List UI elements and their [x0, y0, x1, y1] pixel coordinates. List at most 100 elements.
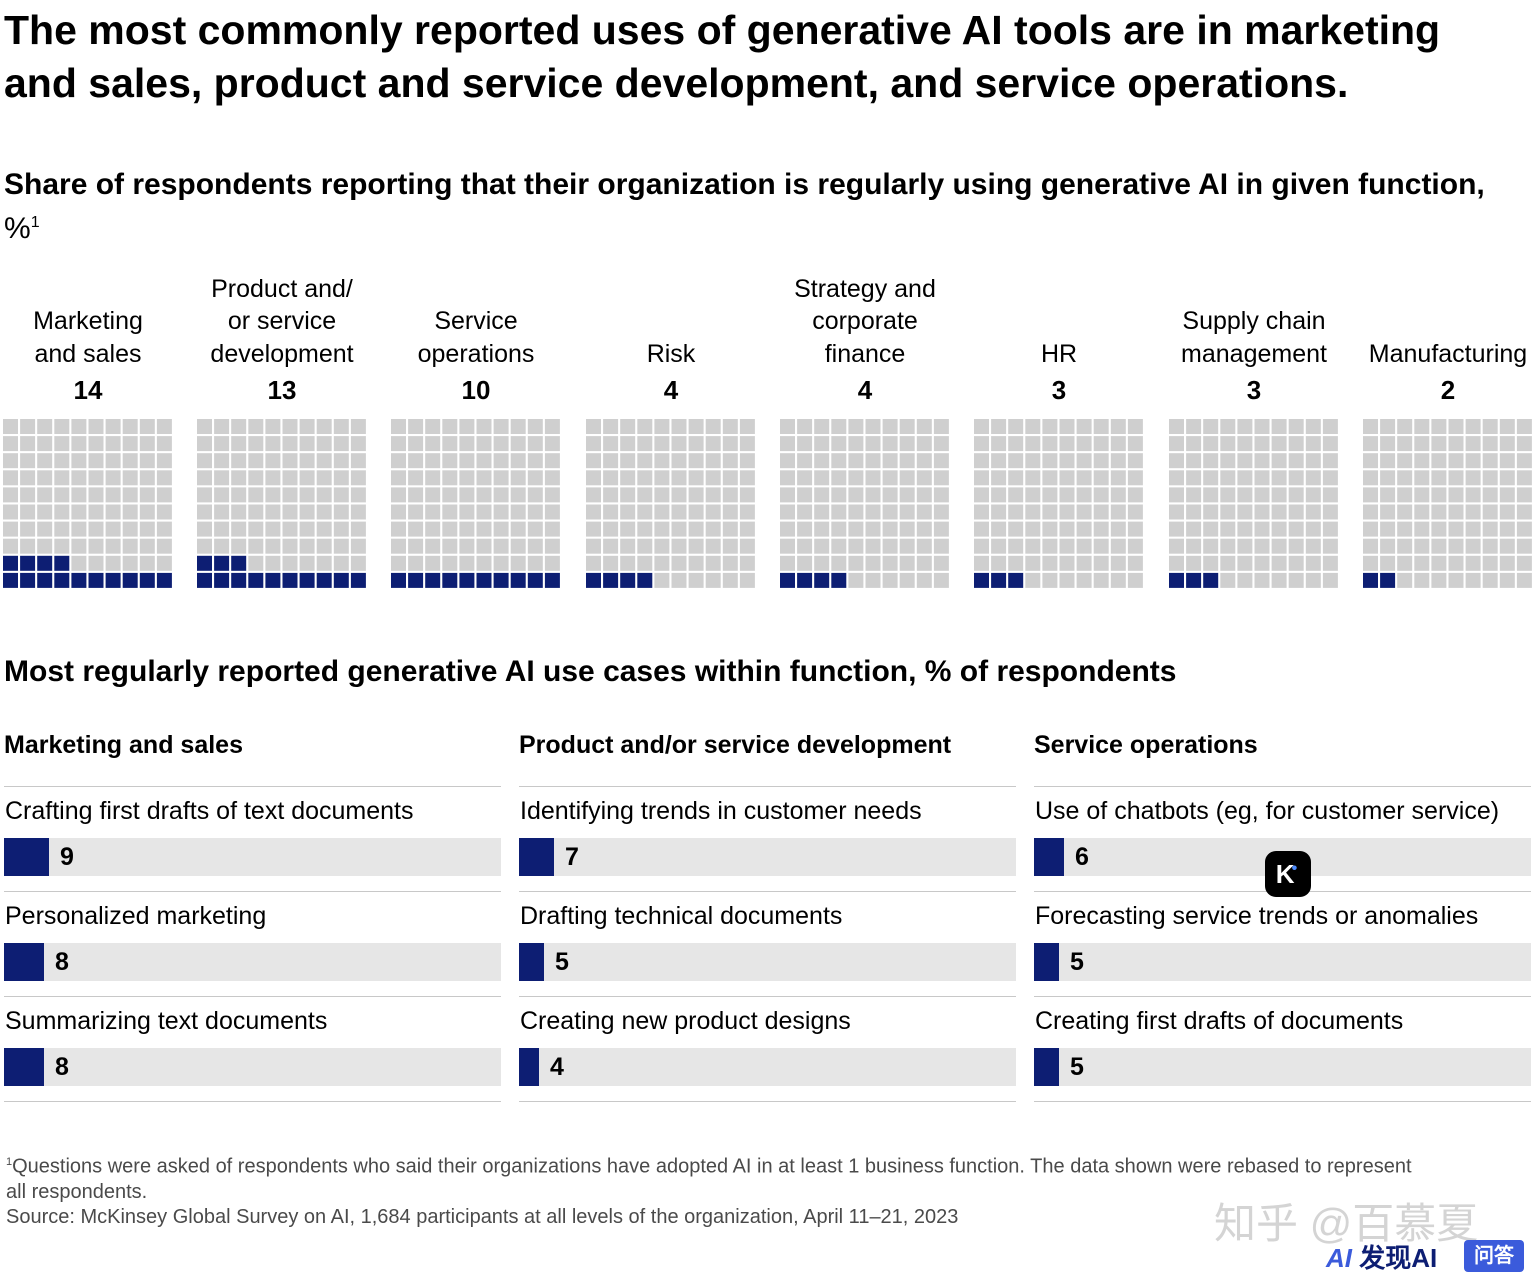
waffle-cell-empty [1271, 419, 1287, 434]
waffle-cell-empty [1220, 487, 1236, 503]
waffle-cell-empty [1220, 555, 1236, 571]
waffle-cell-empty [265, 436, 281, 452]
waffle-cell-empty [139, 521, 155, 537]
waffle-cell-empty [105, 436, 121, 452]
waffle-cell-empty [1025, 555, 1041, 571]
waffle-cell-empty [231, 419, 247, 434]
waffle-cell-empty [991, 453, 1007, 469]
waffle-cell-empty [282, 436, 298, 452]
use-case-column-title: Marketing and sales [4, 728, 501, 787]
waffle-cell-empty [1288, 487, 1304, 503]
function-label: Product and/or service development [187, 272, 377, 370]
waffle-cell-empty [637, 453, 653, 469]
waffle-cell-empty [1499, 436, 1515, 452]
waffle-cell-empty [1025, 504, 1041, 520]
waffle-cell-empty [586, 538, 601, 554]
waffle-cell-empty [425, 555, 441, 571]
waffle-cell-empty [316, 538, 332, 554]
function-label-line: finance [824, 339, 906, 368]
waffle-cell-empty [105, 555, 121, 571]
waffle-cell-empty [459, 470, 475, 486]
waffle-cell-empty [882, 504, 898, 520]
waffle-cell-empty [139, 470, 155, 486]
waffle-cell-empty [1499, 504, 1515, 520]
waffle-cell-empty [493, 436, 509, 452]
waffle-cell-empty [899, 521, 915, 537]
waffle-cell-empty [1363, 453, 1378, 469]
waffle-cell-empty [1186, 521, 1202, 537]
function-value: 4 [663, 375, 679, 405]
waffle-cell-empty [88, 555, 104, 571]
waffle-cell-empty [333, 470, 349, 486]
waffle-cell-empty [916, 436, 932, 452]
waffle-cell-filled [282, 572, 298, 588]
waffle-cell-empty [1288, 504, 1304, 520]
use-case-row: Personalized marketing 8 [4, 892, 501, 997]
waffle-cell-empty [20, 453, 36, 469]
waffle-cell-empty [442, 436, 458, 452]
waffle-cell-empty [780, 555, 795, 571]
waffle-cell-filled [780, 572, 795, 588]
waffle-cell-empty [1169, 419, 1184, 434]
waffle-cell-empty [974, 470, 989, 486]
waffle-cell-empty [1305, 555, 1321, 571]
use-case-value: 7 [565, 843, 579, 871]
waffle-cell-empty [722, 572, 738, 588]
waffle-cell-empty [899, 453, 915, 469]
waffle-cell-empty [214, 521, 230, 537]
waffle-cell-empty [654, 436, 670, 452]
waffle-cell-empty [20, 504, 36, 520]
use-case-row: Crafting first drafts of text documents 9 [4, 787, 501, 892]
waffle-cell-empty [527, 521, 543, 537]
waffle-cell-empty [654, 572, 670, 588]
waffle-cell-empty [71, 419, 87, 434]
waffle-cell-empty [797, 419, 813, 434]
waffle-cell-filled [1169, 572, 1184, 588]
waffle-cell-empty [316, 487, 332, 503]
waffle-cell-empty [442, 538, 458, 554]
waffle-cell-empty [122, 419, 138, 434]
waffle-cell-empty [1465, 470, 1481, 486]
waffle-cell-filled [105, 572, 121, 588]
waffle-cell-empty [865, 487, 881, 503]
waffle-cell-empty [739, 419, 755, 434]
waffle-cell-empty [1254, 436, 1270, 452]
waffle-cell-empty [1059, 470, 1075, 486]
waffle-cell-empty [991, 487, 1007, 503]
waffle-cell-empty [899, 487, 915, 503]
waffle-cell-empty [1271, 453, 1287, 469]
waffle-cell-empty [739, 453, 755, 469]
waffle-cell-filled [316, 572, 332, 588]
waffle-cell-empty [1237, 538, 1253, 554]
waffle-cell-empty [265, 453, 281, 469]
waffle-cell-empty [459, 504, 475, 520]
waffle-cell-empty [265, 504, 281, 520]
headline: The most commonly reported uses of gener… [4, 7, 1441, 106]
waffle-cell-empty [214, 453, 230, 469]
waffle-cell-empty [865, 555, 881, 571]
waffle-cell-empty [1042, 572, 1058, 588]
waffle-cell-empty [350, 538, 366, 554]
waffle-cell-empty [814, 487, 830, 503]
waffle-cell-empty [88, 487, 104, 503]
waffle-cell-empty [1322, 555, 1338, 571]
waffle-cell-empty [1254, 538, 1270, 554]
waffle-cell-empty [156, 470, 172, 486]
subtitle-footnote-mark: 1 [30, 214, 40, 231]
waffle-cell-empty [88, 419, 104, 434]
waffle-cell-empty [316, 504, 332, 520]
waffle-cell-filled [299, 572, 315, 588]
waffle-cell-empty [425, 521, 441, 537]
waffle-cell-filled [139, 572, 155, 588]
waffle-cell-empty [637, 504, 653, 520]
use-case-bar [4, 1048, 44, 1086]
waffle-cell-empty [974, 436, 989, 452]
waffle-cell-empty [705, 436, 721, 452]
waffle-cell-empty [603, 436, 619, 452]
waffle-cell-empty [156, 436, 172, 452]
waffle-cell-empty [37, 470, 53, 486]
waffle-cell-empty [688, 572, 704, 588]
k-badge-icon[interactable]: K• [1265, 851, 1311, 897]
waffle-cell-empty [603, 487, 619, 503]
waffle-cell-empty [1186, 487, 1202, 503]
